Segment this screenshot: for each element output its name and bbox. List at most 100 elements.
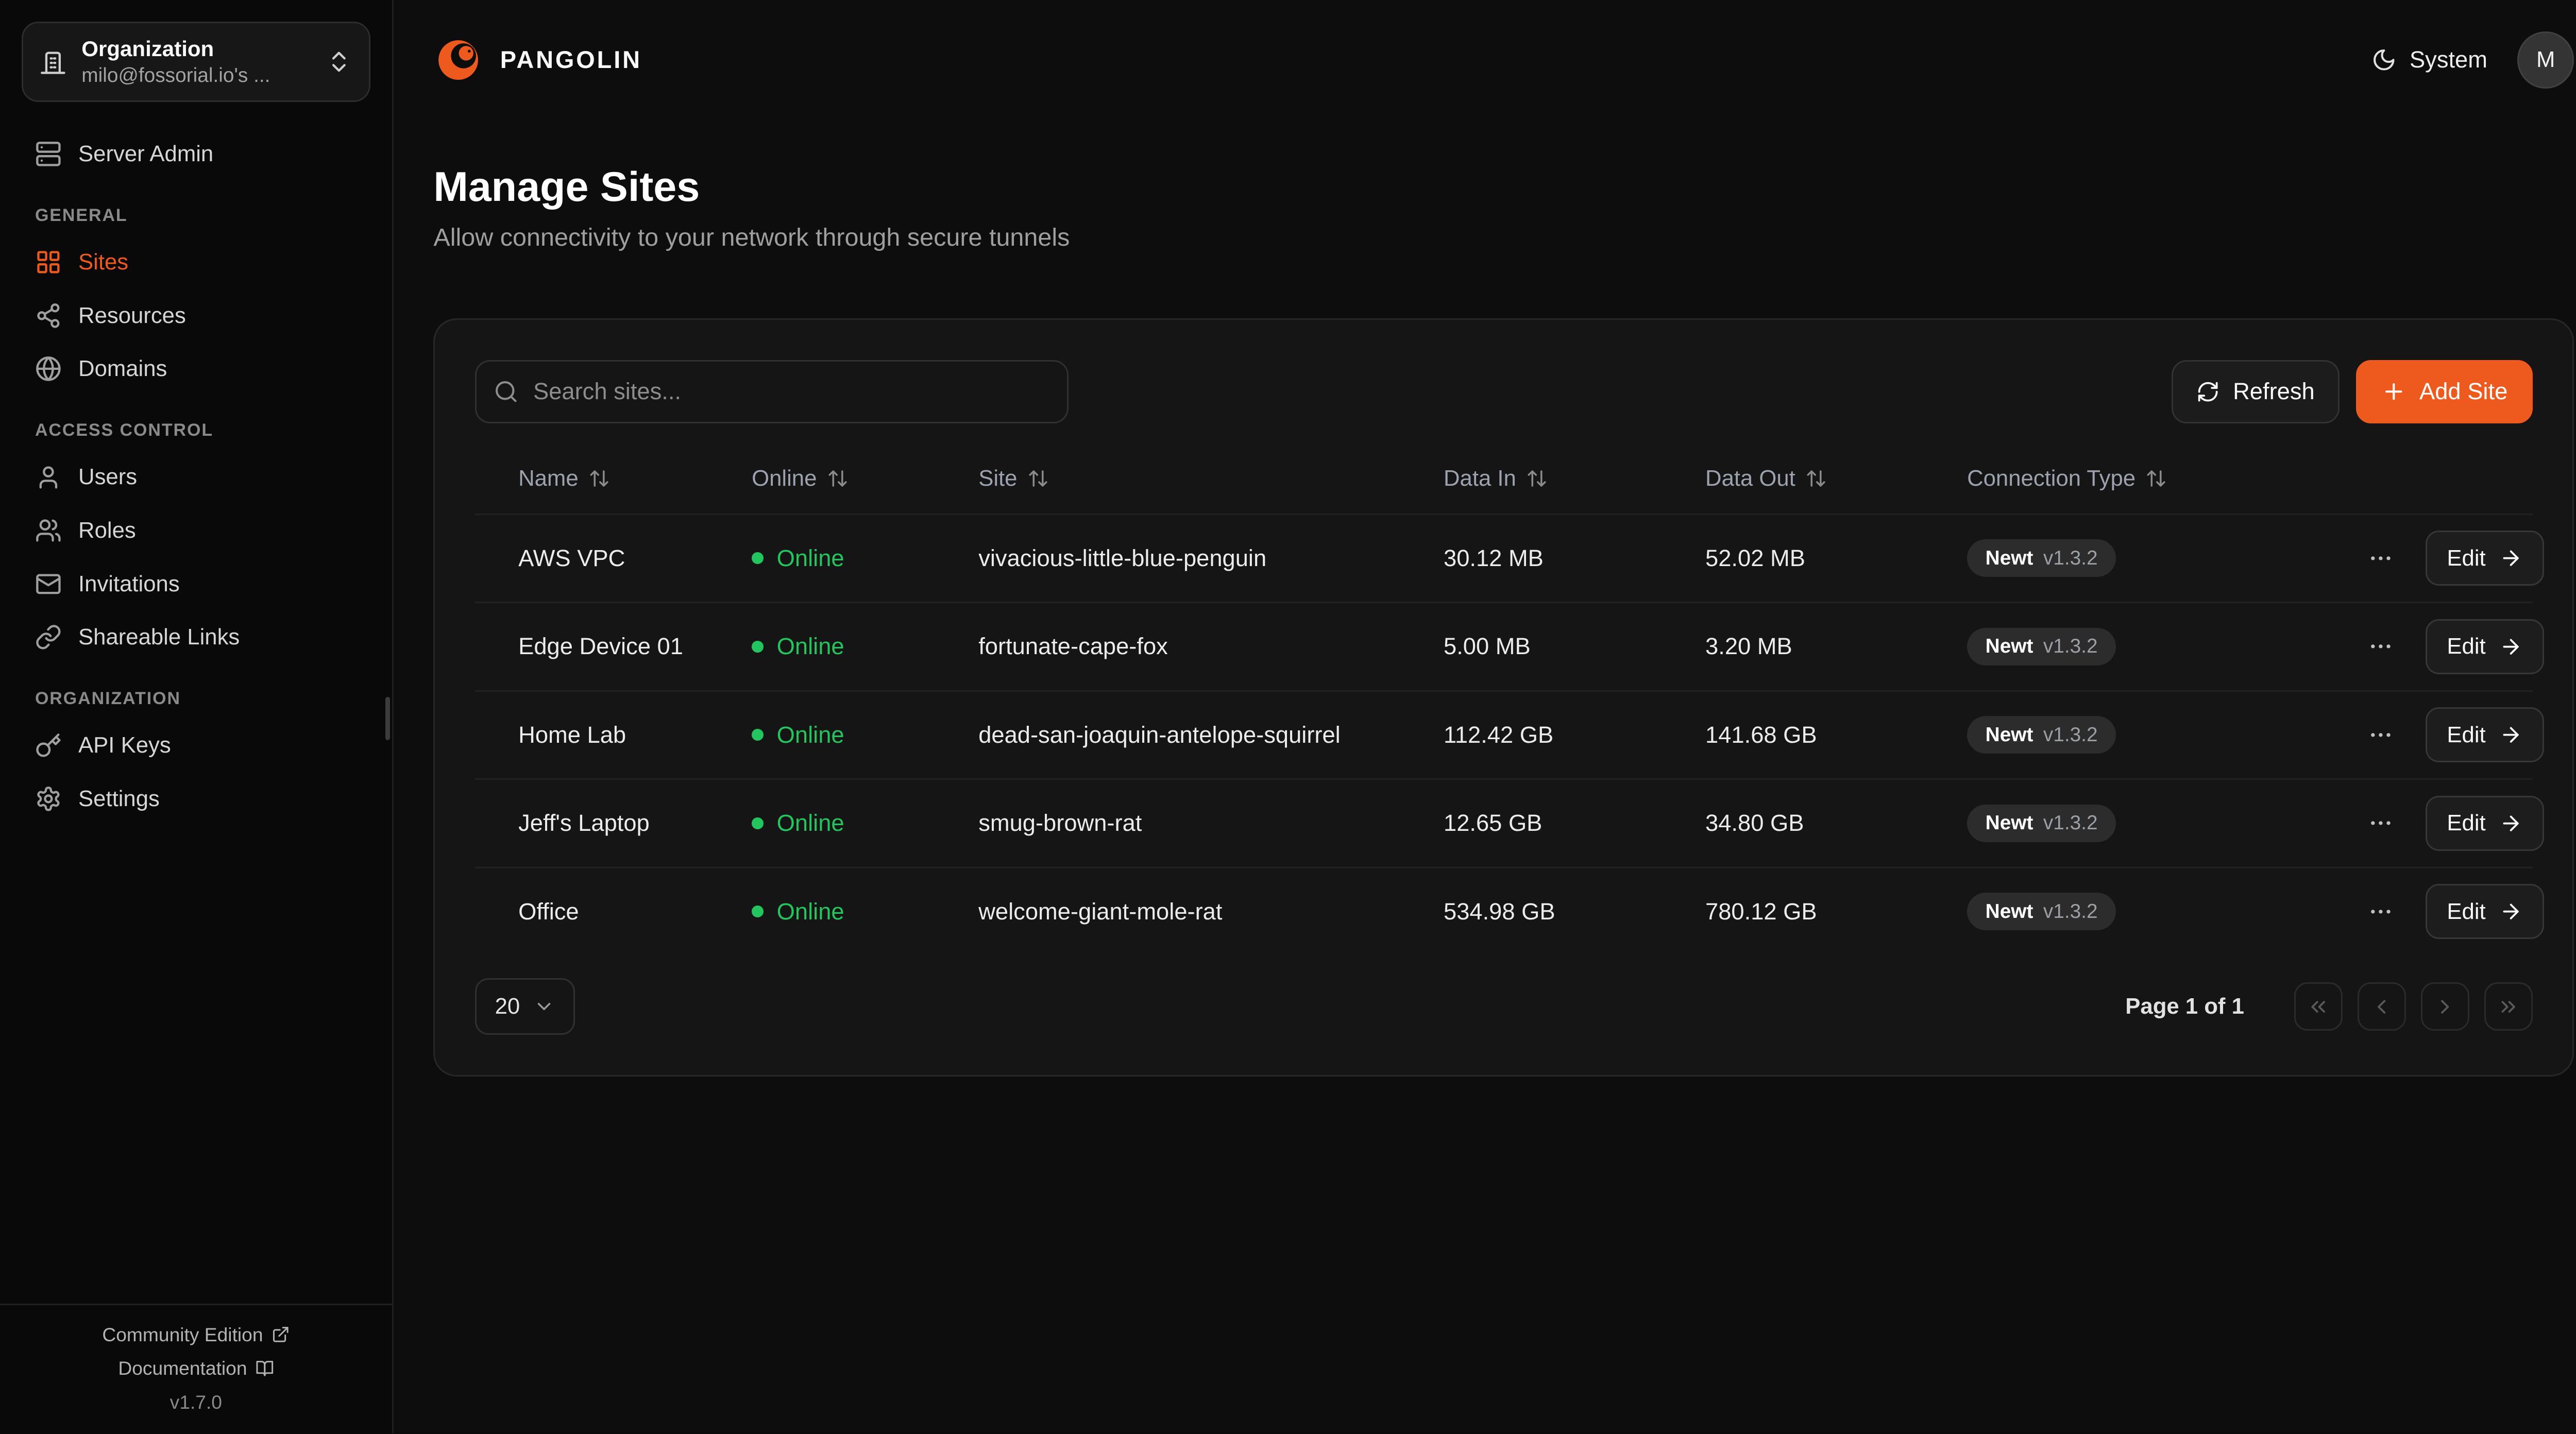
key-icon (36, 733, 61, 757)
edit-button[interactable]: Edit (2425, 707, 2544, 763)
sidebar-item-label: Resources (78, 302, 186, 328)
data-in-value: 112.42 GB (1444, 721, 1554, 748)
page-size-value: 20 (495, 994, 520, 1019)
ellipsis-icon (2370, 821, 2391, 825)
users-icon (36, 519, 61, 542)
content: Manage Sites Allow connectivity to your … (394, 120, 2576, 1077)
column-header-data-out[interactable]: Data Out (1705, 466, 1967, 491)
row-actions-button[interactable] (2361, 803, 2401, 843)
online-label: Online (776, 810, 844, 836)
chevrons-left-icon (2311, 1000, 2326, 1013)
ellipsis-icon (2370, 733, 2391, 737)
sidebar-item-shareable-links[interactable]: Shareable Links (22, 612, 370, 662)
mail-icon (36, 574, 61, 594)
sidebar: Organization milo@fossorial.io's ... Ser… (0, 0, 394, 1433)
edit-label: Edit (2447, 898, 2486, 924)
sidebar-item-roles[interactable]: Roles (22, 505, 370, 555)
column-header-connection-type[interactable]: Connection Type (1967, 466, 2361, 491)
user-icon (39, 466, 58, 489)
column-header-name[interactable]: Name (518, 466, 752, 491)
page-status: Page 1 of 1 (2125, 994, 2244, 1019)
refresh-icon (2198, 382, 2218, 402)
previous-page-button[interactable] (2357, 982, 2406, 1031)
row-actions-button[interactable] (2361, 892, 2401, 932)
site-name: Home Lab (518, 721, 626, 748)
online-dot (752, 729, 764, 741)
add-site-label: Add Site (2419, 378, 2508, 405)
data-out-value: 34.80 GB (1705, 810, 1804, 836)
first-page-button[interactable] (2294, 982, 2343, 1031)
edit-label: Edit (2447, 810, 2486, 836)
data-out-value: 141.68 GB (1705, 721, 1817, 748)
brand[interactable]: PANGOLIN (433, 35, 642, 85)
connection-version: v1.3.2 (2043, 547, 2098, 569)
chevrons-right-icon (2501, 1000, 2515, 1013)
sidebar-item-settings[interactable]: Settings (22, 774, 370, 824)
row-actions-button[interactable] (2361, 626, 2401, 667)
online-status: Online (752, 545, 978, 572)
main-area: PANGOLIN System M Manage Sites Allow con… (393, 0, 2576, 1433)
sidebar-scrollbar[interactable] (385, 696, 391, 740)
topbar: PANGOLIN System M (394, 0, 2576, 120)
sidebar-item-users[interactable]: Users (22, 452, 370, 502)
table-row: Jeff's Laptop Online smug-brown-rat 12.6… (474, 778, 2544, 867)
edit-button[interactable]: Edit (2425, 884, 2544, 940)
community-edition-label: Community Edition (102, 1323, 263, 1345)
grid-icon (37, 251, 60, 274)
sidebar-item-server-admin[interactable]: Server Admin (22, 129, 370, 179)
chevron-left-icon (2378, 1000, 2386, 1014)
brand-name: PANGOLIN (500, 46, 642, 74)
sidebar-item-invitations[interactable]: Invitations (22, 559, 370, 609)
avatar[interactable]: M (2517, 31, 2574, 89)
sort-icon (1029, 470, 1047, 487)
site-id: welcome-giant-mole-rat (978, 898, 1223, 925)
connection-name: Newt (1985, 723, 2033, 746)
data-in-value: 5.00 MB (1444, 633, 1531, 660)
connection-badge: Newt v1.3.2 (1967, 893, 2116, 931)
theme-toggle[interactable]: System (2371, 46, 2487, 73)
row-actions-button[interactable] (2361, 715, 2401, 755)
edit-button[interactable]: Edit (2425, 795, 2544, 851)
search-input[interactable] (474, 360, 1069, 423)
connection-version: v1.3.2 (2043, 900, 2098, 923)
sidebar-item-sites[interactable]: Sites (22, 237, 370, 287)
sidebar-item-label: Settings (78, 786, 160, 811)
sidebar-item-api-keys[interactable]: API Keys (22, 721, 370, 771)
last-page-button[interactable] (2484, 982, 2533, 1031)
site-id: vivacious-little-blue-penguin (978, 544, 1267, 571)
row-actions-button[interactable] (2361, 538, 2401, 578)
organization-icon (41, 52, 66, 74)
online-label: Online (776, 633, 844, 660)
column-header-site[interactable]: Site (978, 466, 1444, 491)
ellipsis-icon (2370, 910, 2391, 914)
search-icon (495, 381, 517, 402)
edit-button[interactable]: Edit (2425, 531, 2544, 586)
sidebar-item-resources[interactable]: Resources (22, 291, 370, 340)
connection-version: v1.3.2 (2043, 812, 2098, 834)
link-icon (36, 625, 61, 650)
org-selector-subtitle: milo@fossorial.io's ... (81, 64, 270, 87)
chevrons-up-down-icon (332, 52, 346, 72)
add-site-button[interactable]: Add Site (2356, 360, 2533, 423)
connection-badge: Newt v1.3.2 (1967, 539, 2116, 577)
page-title: Manage Sites (433, 164, 700, 211)
arrow-right-icon (2503, 903, 2519, 919)
community-edition-link[interactable]: Community Edition (16, 1324, 375, 1346)
next-page-button[interactable] (2420, 982, 2469, 1031)
column-header-online[interactable]: Online (752, 466, 978, 491)
sidebar-item-domains[interactable]: Domains (22, 344, 370, 394)
column-header-data-in[interactable]: Data In (1444, 466, 1705, 491)
documentation-link[interactable]: Documentation (16, 1357, 375, 1379)
site-id: dead-san-joaquin-antelope-squirrel (978, 721, 1341, 748)
org-selector[interactable]: Organization milo@fossorial.io's ... (22, 22, 370, 103)
plus-icon (2385, 383, 2402, 400)
page-size-select[interactable]: 20 (474, 978, 575, 1035)
table-row: Edge Device 01 Online fortunate-cape-fox… (474, 602, 2544, 690)
sort-icon (1528, 470, 1546, 487)
edit-button[interactable]: Edit (2425, 619, 2544, 674)
pangolin-logo (438, 40, 479, 80)
refresh-button[interactable]: Refresh (2171, 360, 2340, 423)
sort-icon (828, 470, 847, 487)
online-status: Online (752, 633, 978, 660)
sidebar-item-label: Shareable Links (78, 624, 240, 650)
